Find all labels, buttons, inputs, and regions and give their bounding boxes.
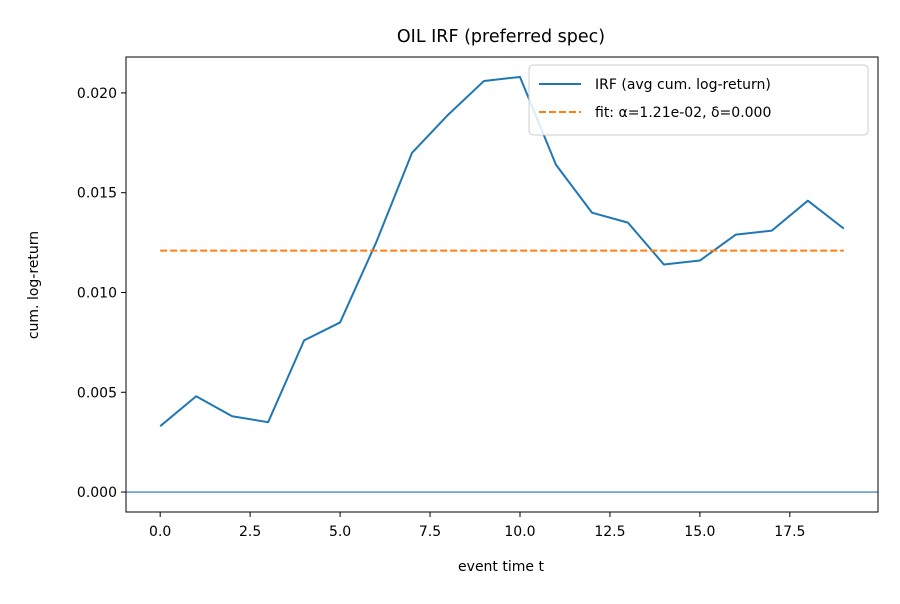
y-tick-label: 0.000 xyxy=(77,485,117,501)
x-tick-label: 2.5 xyxy=(239,524,261,540)
x-tick-label: 7.5 xyxy=(419,524,441,540)
legend: IRF (avg cum. log-return) fit: α=1.21e-02… xyxy=(528,64,869,136)
x-tick-label: 5.0 xyxy=(329,524,351,540)
y-tick-label: 0.010 xyxy=(77,285,117,301)
y-tick-label: 0.015 xyxy=(77,186,117,202)
axes: 0.0 2.5 5.0 7.5 10.0 12.5 15.0 17.5 0.000 0.005 0.… xyxy=(77,56,879,540)
legend-label-2: fit: α=1.21e-02, δ=0.000 xyxy=(595,105,771,121)
y-tick-label: 0.020 xyxy=(77,86,117,102)
chart-title: OIL IRF (preferred spec) xyxy=(397,27,605,47)
y-axis-label: cum. log-return xyxy=(26,231,42,339)
x-tick-label: 10.0 xyxy=(504,524,535,540)
axes-frame xyxy=(125,56,879,513)
series-line-1 xyxy=(159,75,845,427)
x-tick-label: 12.5 xyxy=(594,524,625,540)
plot-area xyxy=(126,75,878,493)
x-tick-label: 0.0 xyxy=(149,524,171,540)
legend-box xyxy=(528,64,869,136)
x-tick-label: 15.0 xyxy=(684,524,715,540)
y-tick-label: 0.005 xyxy=(77,385,117,401)
x-axis-label: event time t xyxy=(458,559,544,575)
x-tick-label: 17.5 xyxy=(774,524,805,540)
legend-label-1: IRF (avg cum. log-return) xyxy=(595,77,771,93)
